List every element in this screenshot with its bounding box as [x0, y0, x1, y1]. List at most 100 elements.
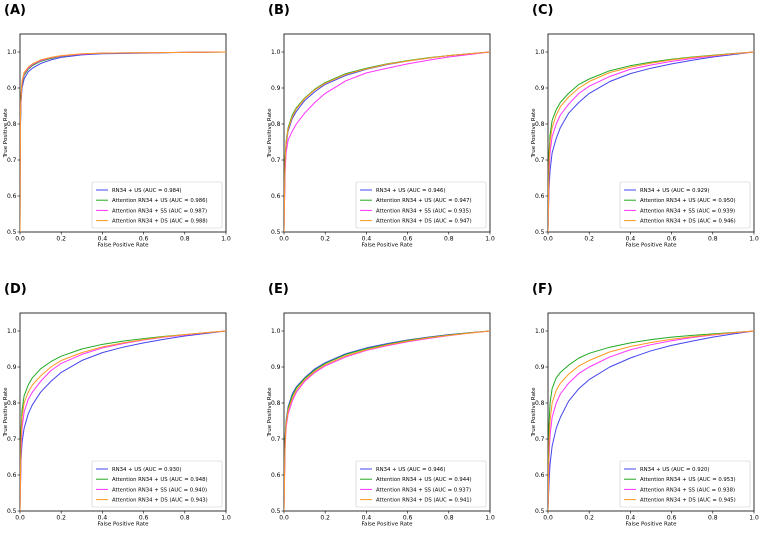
roc-curve-line [284, 330, 490, 511]
x-tick-label: 0.8 [444, 236, 454, 243]
legend-entry: RN34 + US (AUC = 0.930) [112, 467, 181, 473]
roc-curve-line [548, 51, 754, 232]
x-tick-label: 0.0 [543, 236, 553, 243]
roc-panel: (D) 0.0 0.2 0.4 0.6 0.8 1.0 0.5 0.6 0.7 0.8 0.9 1.0 F… [3, 282, 231, 528]
y-tick-label: 0.6 [7, 193, 17, 200]
y-tick-label: 1.0 [7, 328, 17, 335]
legend-entry: RN34 + US (AUC = 0.946) [376, 188, 445, 194]
legend-entry: Attention RN34 + SS (AUC = 0.938) [640, 487, 735, 493]
legend-entry: Attention RN34 + SS (AUC = 0.940) [112, 487, 207, 493]
y-tick-label: 0.8 [271, 121, 281, 128]
legend-box [619, 460, 751, 508]
legend-box [619, 181, 751, 229]
y-tick-label: 0.6 [535, 193, 545, 200]
y-tick-label: 0.8 [271, 400, 281, 407]
legend-box [91, 181, 223, 229]
panel-label: (C) [532, 3, 553, 18]
roc-panel: (B) 0.0 0.2 0.4 0.6 0.8 1.0 0.5 0.6 0.7 0.8 0.9 1.0 F… [267, 3, 495, 249]
y-tick-label: 0.7 [7, 157, 17, 164]
roc-curve-line [284, 51, 490, 232]
legend-entry: RN34 + US (AUC = 0.929) [640, 188, 709, 194]
x-tick-label: 0.2 [320, 515, 330, 522]
panel-label: (D) [4, 282, 27, 297]
y-axis-label: True Positive Rate [531, 108, 537, 159]
x-tick-label: 0.6 [139, 236, 149, 243]
x-tick-label: 0.0 [15, 236, 25, 243]
roc-panel: (E) 0.0 0.2 0.4 0.6 0.8 1.0 0.5 0.6 0.7 0.8 0.9 1.0 F… [267, 282, 495, 528]
y-tick-label: 0.6 [271, 193, 281, 200]
x-tick-label: 0.2 [584, 515, 594, 522]
x-tick-label: 0.4 [362, 236, 372, 243]
legend-entry: Attention RN34 + DS (AUC = 0.945) [640, 498, 736, 504]
x-tick-label: 0.8 [444, 515, 454, 522]
y-tick-label: 0.9 [7, 85, 17, 92]
y-tick-label: 0.8 [535, 121, 545, 128]
x-axis-label: False Positive Rate [625, 243, 677, 249]
y-tick-label: 0.5 [271, 229, 281, 236]
x-tick-label: 0.2 [320, 236, 330, 243]
axes-frame [547, 33, 755, 233]
y-tick-label: 0.8 [535, 400, 545, 407]
roc-panel: (C) 0.0 0.2 0.4 0.6 0.8 1.0 0.5 0.6 0.7 0.8 0.9 1.0 F… [531, 3, 759, 249]
legend-entry: RN34 + US (AUC = 0.946) [376, 467, 445, 473]
x-tick-label: 1.0 [485, 515, 495, 522]
panel-label: (B) [268, 3, 290, 18]
roc-curve-line [20, 330, 226, 511]
legend-entry: Attention RN34 + SS (AUC = 0.939) [640, 208, 735, 214]
legend-box [355, 181, 487, 229]
legend-entry: Attention RN34 + US (AUC = 0.947) [376, 198, 472, 204]
x-tick-label: 0.6 [667, 515, 677, 522]
y-tick-label: 0.9 [7, 364, 17, 371]
x-tick-label: 1.0 [221, 515, 231, 522]
roc-curve-line [284, 51, 490, 232]
x-tick-label: 1.0 [485, 236, 495, 243]
y-tick-label: 0.8 [7, 400, 17, 407]
x-tick-label: 0.4 [362, 515, 372, 522]
panel-label: (E) [268, 282, 289, 297]
legend-entry: Attention RN34 + US (AUC = 0.950) [640, 198, 736, 204]
panel-label: (F) [532, 282, 553, 297]
legend-entry: Attention RN34 + DS (AUC = 0.946) [640, 219, 736, 225]
y-tick-label: 0.5 [271, 508, 281, 515]
y-tick-label: 0.5 [7, 229, 17, 236]
x-tick-label: 0.2 [56, 236, 66, 243]
legend-entry: Attention RN34 + US (AUC = 0.948) [112, 477, 208, 483]
x-tick-label: 0.4 [98, 236, 108, 243]
roc-curve-line [548, 51, 754, 232]
legend-entry: RN34 + US (AUC = 0.984) [112, 188, 181, 194]
y-axis-label: True Positive Rate [267, 108, 273, 159]
x-tick-label: 0.0 [15, 515, 25, 522]
axes-frame [547, 312, 755, 512]
x-axis-label: False Positive Rate [97, 522, 149, 528]
axes-frame [283, 33, 491, 233]
y-tick-label: 0.9 [271, 85, 281, 92]
legend-entry: Attention RN34 + US (AUC = 0.953) [640, 477, 736, 483]
y-tick-label: 0.5 [535, 229, 545, 236]
panel-label: (A) [4, 3, 26, 18]
y-tick-label: 0.7 [7, 436, 17, 443]
y-tick-label: 0.7 [535, 157, 545, 164]
legend-box [355, 460, 487, 508]
y-tick-label: 0.9 [535, 364, 545, 371]
roc-curve-line [284, 330, 490, 511]
x-tick-label: 1.0 [749, 236, 759, 243]
roc-curve-line [548, 330, 754, 511]
y-tick-label: 1.0 [535, 49, 545, 56]
y-tick-label: 0.7 [271, 436, 281, 443]
x-axis-label: False Positive Rate [97, 243, 149, 249]
x-tick-label: 0.6 [667, 236, 677, 243]
legend-entry: RN34 + US (AUC = 0.920) [640, 467, 709, 473]
x-tick-label: 0.4 [98, 515, 108, 522]
y-tick-label: 0.7 [271, 157, 281, 164]
axes-frame [19, 312, 227, 512]
roc-curve-line [20, 330, 226, 511]
x-tick-label: 1.0 [221, 236, 231, 243]
legend-entry: Attention RN34 + SS (AUC = 0.937) [376, 487, 471, 493]
x-tick-label: 0.8 [180, 236, 190, 243]
axes-frame [283, 312, 491, 512]
x-tick-label: 0.8 [708, 515, 718, 522]
legend-entry: Attention RN34 + SS (AUC = 0.935) [376, 208, 471, 214]
x-axis-label: False Positive Rate [625, 522, 677, 528]
